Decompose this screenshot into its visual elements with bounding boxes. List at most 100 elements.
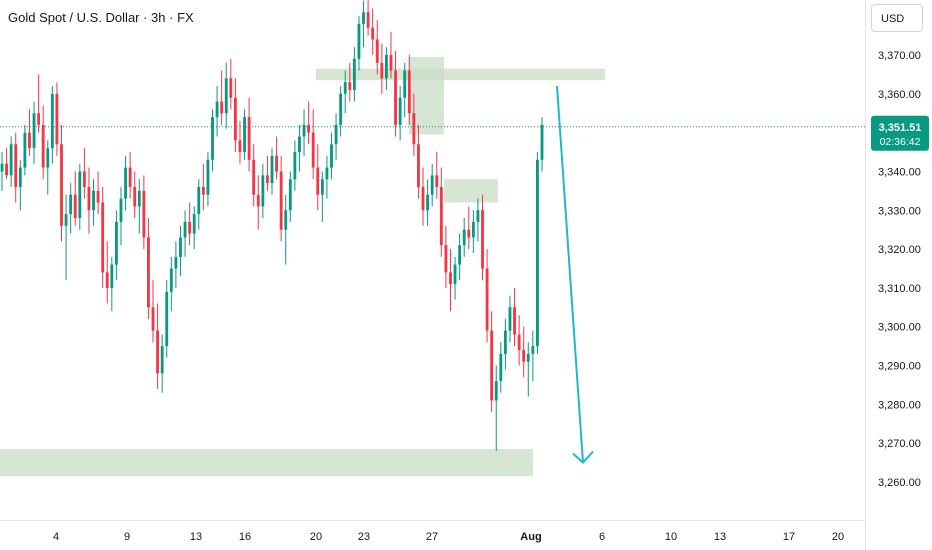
candle[interactable] [101,202,105,273]
candle[interactable] [298,136,301,153]
candle[interactable] [229,78,233,98]
candle[interactable] [82,171,86,187]
candle[interactable] [384,55,388,79]
candle[interactable] [165,291,169,347]
candle[interactable] [449,272,452,285]
candle[interactable] [481,210,484,269]
candle[interactable] [243,117,246,153]
candle[interactable] [50,93,54,149]
candle[interactable] [536,159,539,347]
candle[interactable] [540,124,544,160]
candle[interactable] [46,148,50,168]
candle[interactable] [133,186,137,207]
candle[interactable] [156,330,160,374]
candle[interactable] [64,214,68,226]
candle[interactable] [503,330,507,354]
candle[interactable] [499,353,503,382]
candle[interactable] [78,171,82,219]
candle[interactable] [316,167,320,195]
candle[interactable] [417,144,420,187]
candle[interactable] [105,272,109,288]
candle[interactable] [137,190,141,207]
candle[interactable] [412,113,416,145]
candle[interactable] [41,124,45,168]
candle[interactable] [55,93,59,145]
candle[interactable] [380,62,384,79]
supply-demand-zone[interactable] [316,68,605,81]
candle[interactable] [421,186,425,211]
symbol-title[interactable]: Gold Spot / U.S. Dollar · 3h · FX [8,10,194,25]
candle[interactable] [407,70,411,114]
candle[interactable] [142,190,146,238]
candle[interactable] [526,353,530,362]
candle[interactable] [183,221,187,238]
candle[interactable] [320,179,324,195]
candle[interactable] [201,186,205,195]
candle[interactable] [398,97,402,125]
candle[interactable] [169,268,173,292]
candle[interactable] [458,245,462,265]
candle[interactable] [266,175,269,184]
candle[interactable] [197,186,201,215]
candle[interactable] [124,167,127,199]
candle[interactable] [174,256,178,269]
candle[interactable] [453,264,457,285]
candle[interactable] [444,245,448,273]
candle[interactable] [307,124,311,133]
projection-arrow[interactable] [556,85,584,463]
candle[interactable] [284,210,288,230]
candle[interactable] [252,159,256,195]
candle[interactable] [96,190,100,203]
candle[interactable] [371,27,375,40]
candle[interactable] [513,307,516,335]
candle[interactable] [339,93,343,125]
candle[interactable] [119,198,123,222]
candle[interactable] [220,101,224,114]
candle[interactable] [375,39,379,63]
candle[interactable] [215,101,219,118]
candle[interactable] [426,194,430,211]
candle[interactable] [87,186,91,211]
candle[interactable] [192,214,196,234]
candle[interactable] [256,194,260,207]
candle[interactable] [325,167,329,180]
candle[interactable] [462,229,466,246]
candle[interactable] [348,82,352,90]
candle[interactable] [311,132,315,168]
candle[interactable] [471,221,475,238]
candle[interactable] [485,268,489,331]
candle[interactable] [14,144,18,187]
candle[interactable] [179,237,182,257]
candle[interactable] [467,229,471,238]
candle[interactable] [28,132,31,149]
candle[interactable] [60,144,63,226]
candle[interactable] [160,346,164,374]
candle[interactable] [73,194,77,219]
candle[interactable] [522,350,526,362]
candle[interactable] [293,152,297,180]
candle[interactable] [517,334,521,351]
candle[interactable] [247,117,251,160]
candle[interactable] [430,175,434,195]
candle[interactable] [531,346,535,354]
candle[interactable] [352,58,356,90]
candle[interactable] [110,264,114,288]
candle[interactable] [206,159,210,195]
candle[interactable] [288,179,292,211]
candle[interactable] [147,237,150,308]
candle[interactable] [394,70,397,125]
candle[interactable] [343,82,347,94]
candle[interactable] [279,171,283,230]
candle[interactable] [92,190,95,211]
candle[interactable] [494,381,498,401]
candle[interactable] [5,163,8,176]
candle[interactable] [9,144,13,176]
candle[interactable] [389,55,393,71]
candle[interactable] [334,124,338,145]
candle[interactable] [366,12,370,28]
candle[interactable] [211,117,214,160]
candle[interactable] [238,140,242,153]
candle[interactable] [233,97,237,141]
